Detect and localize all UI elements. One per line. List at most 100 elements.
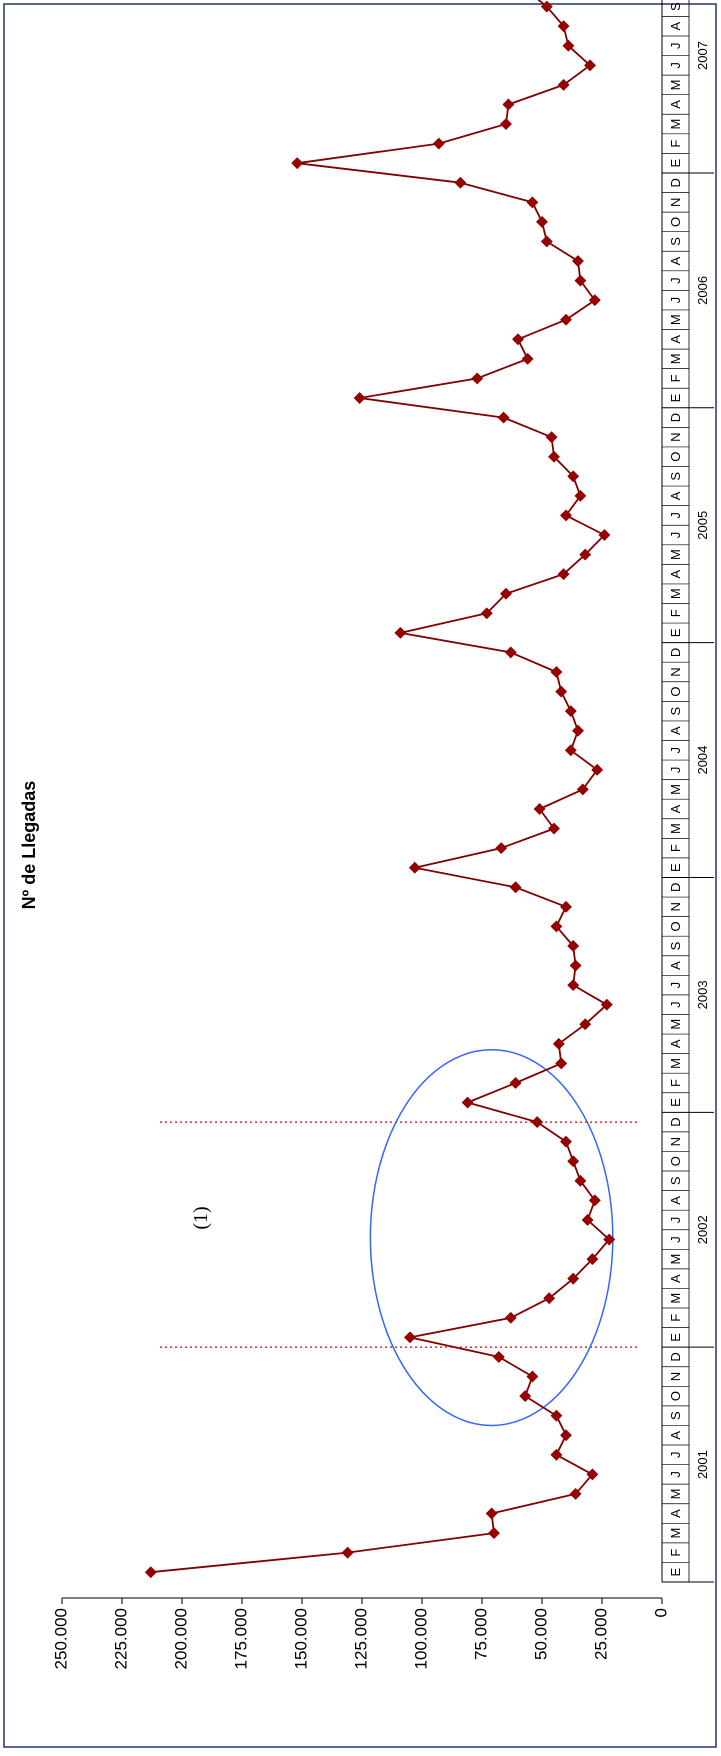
data-point-49 <box>480 607 493 620</box>
data-point-34 <box>560 900 572 913</box>
month-label-46: N <box>668 667 683 676</box>
month-label-32: S <box>668 941 683 950</box>
year-label-2005: 2005 <box>695 511 710 540</box>
chart-border <box>3 3 717 1748</box>
data-point-35 <box>509 881 522 894</box>
month-label-16: M <box>668 1254 683 1265</box>
data-point-45 <box>555 685 568 698</box>
month-label-9: O <box>668 1391 683 1401</box>
data-point-64 <box>560 313 572 326</box>
data-point-16 <box>586 1253 599 1266</box>
data-point-6 <box>550 1448 563 1461</box>
data-point-17 <box>603 1233 616 1246</box>
data-point-79 <box>557 20 570 33</box>
year-label-2001: 2001 <box>695 1450 710 1479</box>
month-label-71: D <box>668 178 683 187</box>
month-label-68: S <box>668 237 683 246</box>
data-point-62 <box>521 352 534 365</box>
month-label-0: E <box>668 1568 683 1577</box>
data-point-51 <box>557 568 570 581</box>
month-label-26: M <box>668 1058 683 1069</box>
data-point-52 <box>579 548 592 561</box>
data-point-3 <box>485 1507 498 1520</box>
month-label-25: F <box>668 1079 683 1087</box>
data-point-72 <box>291 157 304 170</box>
month-label-1: F <box>668 1549 683 1557</box>
data-point-69 <box>536 215 548 228</box>
data-point-40 <box>576 783 589 796</box>
data-point-39 <box>533 803 546 815</box>
data-point-66 <box>574 274 587 287</box>
data-point-71 <box>454 176 467 189</box>
data-point-13 <box>504 1311 517 1324</box>
month-label-29: J <box>668 1001 683 1008</box>
data-point-30 <box>567 979 580 992</box>
data-point-28 <box>579 1018 592 1031</box>
month-label-5: J <box>668 1471 683 1478</box>
month-label-17: J <box>668 1236 683 1243</box>
data-point-19 <box>588 1194 601 1207</box>
data-point-76 <box>557 78 570 91</box>
month-label-11: D <box>668 1352 683 1361</box>
month-label-22: N <box>668 1137 683 1146</box>
month-label-56: S <box>668 472 683 481</box>
data-point-25 <box>509 1077 522 1089</box>
month-label-67: A <box>668 256 683 265</box>
month-label-24: E <box>668 1098 683 1107</box>
month-label-59: D <box>668 413 683 422</box>
data-point-10 <box>526 1370 539 1383</box>
month-label-60: E <box>668 393 683 402</box>
month-label-7: A <box>668 1431 683 1440</box>
month-label-57: O <box>668 452 683 462</box>
data-point-60 <box>353 392 366 404</box>
data-point-5 <box>586 1468 599 1481</box>
month-label-74: M <box>668 119 683 130</box>
value-tick-label-8: 200.000 <box>171 1608 190 1669</box>
data-point-53 <box>598 529 611 541</box>
year-label-2003: 2003 <box>695 980 710 1009</box>
value-tick-label-1: 25.000 <box>591 1608 610 1660</box>
data-point-20 <box>574 1174 587 1187</box>
month-label-14: M <box>668 1293 683 1304</box>
data-point-75 <box>502 98 515 111</box>
data-point-33 <box>550 920 563 933</box>
month-label-77: J <box>668 62 683 69</box>
month-label-53: J <box>668 532 683 539</box>
month-label-21: O <box>668 1156 683 1166</box>
data-point-65 <box>588 294 601 307</box>
value-tick-label-3: 75.000 <box>471 1608 490 1660</box>
month-label-27: A <box>668 1039 683 1048</box>
data-point-70 <box>526 196 539 209</box>
month-label-20: S <box>668 1176 683 1185</box>
value-tick-label-2: 50.000 <box>531 1608 550 1660</box>
data-point-41 <box>591 763 604 776</box>
data-point-22 <box>560 1135 572 1148</box>
year-label-2004: 2004 <box>695 746 710 775</box>
data-point-63 <box>512 333 524 346</box>
data-point-78 <box>562 39 575 52</box>
data-point-21 <box>567 1155 580 1168</box>
data-point-8 <box>550 1409 563 1422</box>
month-label-61: F <box>668 374 683 382</box>
month-label-42: J <box>668 747 683 754</box>
month-label-79: A <box>668 22 683 31</box>
data-point-37 <box>495 842 508 855</box>
data-point-23 <box>531 1116 544 1129</box>
month-label-19: A <box>668 1196 683 1205</box>
data-point-9 <box>519 1390 532 1403</box>
month-label-13: F <box>668 1314 683 1322</box>
value-axis-title: Nº de Llegadas <box>19 781 39 910</box>
month-label-62: M <box>668 353 683 364</box>
data-point-68 <box>540 235 553 248</box>
value-tick-label-9: 225.000 <box>111 1608 130 1669</box>
data-point-7 <box>560 1429 572 1442</box>
month-label-49: F <box>668 609 683 617</box>
value-tick-label-5: 125.000 <box>351 1608 370 1669</box>
value-tick-label-4: 100.000 <box>411 1608 430 1669</box>
data-point-2 <box>488 1527 500 1539</box>
series-line <box>150 0 611 1574</box>
value-tick-label-7: 175.000 <box>231 1608 250 1669</box>
data-point-46 <box>550 666 563 678</box>
data-point-55 <box>574 489 587 502</box>
